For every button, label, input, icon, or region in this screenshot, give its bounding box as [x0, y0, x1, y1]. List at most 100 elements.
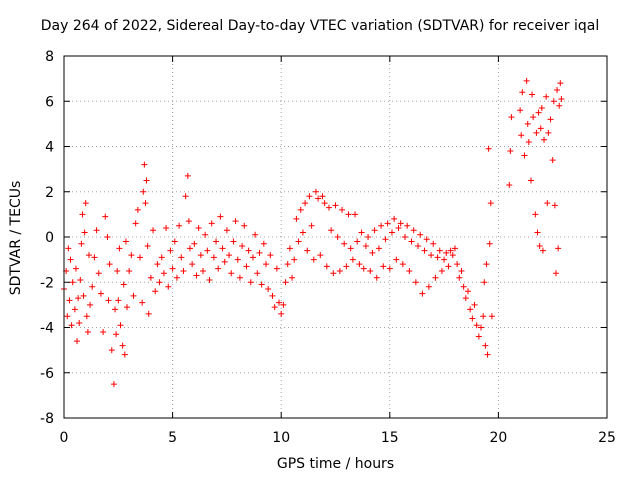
data-point — [308, 222, 315, 229]
data-point — [523, 77, 530, 84]
data-point — [441, 256, 448, 263]
data-point — [482, 342, 489, 349]
data-point — [113, 331, 120, 338]
data-point — [123, 304, 130, 311]
data-point — [85, 252, 92, 259]
data-point — [537, 125, 544, 132]
data-point — [556, 102, 563, 109]
data-point — [234, 256, 241, 263]
data-point — [120, 281, 127, 288]
data-point — [150, 227, 157, 234]
x-axis-label: GPS time / hours — [276, 456, 395, 472]
data-point — [483, 261, 490, 268]
data-point — [65, 245, 72, 252]
y-tick-label: 4 — [45, 140, 54, 156]
data-point — [74, 338, 81, 345]
data-point — [278, 310, 285, 317]
data-point — [185, 218, 192, 225]
data-point — [184, 172, 191, 179]
data-point — [317, 252, 324, 259]
data-point — [95, 270, 102, 277]
data-point — [116, 245, 123, 252]
data-point — [256, 249, 263, 256]
data-point — [84, 329, 91, 336]
data-point — [397, 220, 404, 227]
data-point — [165, 283, 172, 290]
data-point — [280, 301, 287, 308]
data-point — [252, 231, 259, 238]
data-point — [76, 319, 83, 326]
data-point — [349, 256, 356, 263]
data-point — [104, 234, 111, 240]
data-point — [68, 322, 75, 329]
data-point — [458, 267, 465, 274]
data-point — [213, 238, 220, 245]
data-point — [410, 227, 417, 234]
data-point — [72, 265, 79, 272]
data-point — [302, 200, 309, 207]
y-tick-label: 6 — [45, 94, 54, 110]
data-point — [230, 238, 237, 245]
data-point — [140, 188, 147, 195]
data-point — [143, 177, 150, 184]
data-point — [478, 324, 485, 331]
data-point — [219, 245, 226, 252]
data-point — [529, 91, 536, 98]
data-point — [189, 261, 196, 268]
chart-title: Day 264 of 2022, Sidereal Day-to-day VTE… — [40, 18, 600, 34]
data-point — [367, 267, 374, 274]
data-point — [137, 254, 144, 261]
data-point — [328, 227, 335, 234]
data-point — [239, 243, 246, 250]
data-point — [525, 138, 532, 145]
data-point — [180, 267, 187, 274]
data-point — [182, 193, 189, 200]
data-point — [106, 261, 113, 268]
data-point — [71, 306, 78, 313]
y-tick-label: 8 — [45, 49, 54, 65]
data-point — [419, 290, 426, 297]
data-point — [354, 238, 361, 245]
data-point — [79, 211, 86, 218]
data-point — [362, 243, 369, 250]
data-point — [371, 227, 378, 234]
data-point — [530, 114, 537, 121]
y-axis-ticks: -8 -6 -4 -2 0 2 4 6 8 — [40, 49, 607, 427]
data-point — [193, 272, 200, 279]
data-point — [506, 181, 513, 188]
x-axis-ticks: 0 5 10 15 20 25 — [60, 56, 616, 446]
data-point — [460, 283, 467, 290]
data-point — [336, 267, 343, 274]
data-point — [360, 265, 367, 272]
data-point — [325, 204, 332, 211]
data-point — [142, 200, 149, 207]
data-point — [210, 254, 217, 261]
x-tick-label: 10 — [272, 430, 290, 446]
data-point — [204, 247, 211, 254]
data-point — [456, 274, 463, 281]
data-point — [380, 263, 387, 270]
data-point — [121, 351, 128, 358]
data-point — [102, 213, 109, 220]
data-point — [217, 213, 224, 220]
data-point — [144, 243, 151, 250]
data-point — [160, 270, 167, 277]
data-point — [100, 329, 107, 336]
data-point — [545, 129, 552, 136]
data-point — [365, 234, 372, 240]
data-point — [83, 313, 90, 320]
data-point — [408, 238, 415, 245]
y-tick-label: -8 — [40, 411, 54, 427]
data-point — [195, 224, 202, 231]
y-tick-label: -6 — [40, 366, 54, 382]
data-point — [475, 333, 482, 340]
data-point — [152, 288, 159, 295]
data-point — [306, 193, 313, 200]
data-point — [543, 93, 550, 100]
data-point — [425, 283, 432, 290]
data-point — [282, 279, 289, 286]
data-point — [406, 267, 413, 274]
data-point — [91, 254, 98, 261]
data-point — [534, 229, 541, 236]
data-point — [87, 301, 94, 308]
